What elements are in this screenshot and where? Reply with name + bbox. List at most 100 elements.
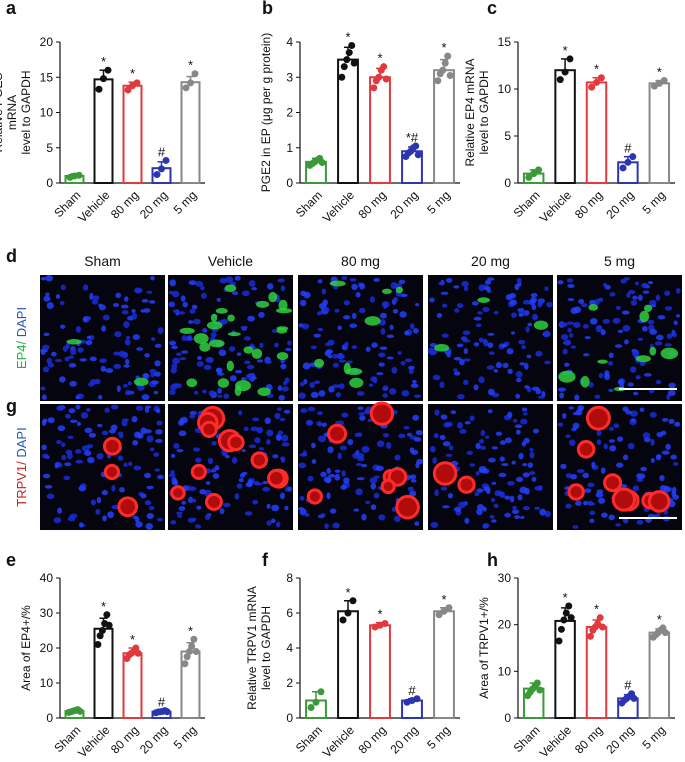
nucleus (127, 381, 132, 386)
ep4-signal (227, 332, 241, 337)
nucleus (124, 339, 131, 346)
nucleus (82, 316, 88, 323)
ep4-signal (395, 286, 404, 294)
trpv1-neuron (227, 433, 245, 452)
nucleus (629, 366, 637, 373)
nucleus (361, 445, 370, 453)
nucleus (42, 344, 50, 351)
nucleus (266, 503, 271, 509)
y-tick-label: 3 (286, 70, 293, 84)
nucleus (46, 357, 53, 364)
nucleus (632, 391, 639, 396)
nucleus (655, 379, 662, 385)
nucleus (650, 438, 655, 446)
nucleus (123, 383, 128, 388)
significance-mark: * (345, 585, 350, 600)
data-point (343, 56, 351, 64)
nucleus (649, 328, 658, 335)
ep4-signal (199, 342, 211, 352)
nucleus (247, 479, 254, 487)
nucleus (432, 374, 441, 381)
nucleus (631, 418, 636, 423)
nucleus (545, 510, 551, 518)
y-tick-label: 2 (286, 106, 293, 120)
nucleus (334, 469, 341, 473)
nucleus (169, 301, 175, 307)
nucleus (531, 386, 540, 391)
nucleus (668, 382, 676, 389)
nucleus (298, 462, 307, 469)
nucleus (484, 435, 490, 439)
nucleus (179, 357, 187, 361)
nucleus (203, 364, 212, 370)
nucleus (512, 505, 517, 510)
nucleus (310, 391, 319, 399)
nucleus (302, 362, 311, 370)
nucleus (657, 315, 666, 320)
nucleus (154, 360, 161, 367)
nucleus (414, 394, 422, 398)
micrograph (427, 275, 553, 401)
nucleus (43, 295, 51, 302)
nucleus (386, 334, 395, 339)
nucleus (630, 299, 638, 306)
nucleus (475, 442, 481, 450)
nucleus (171, 290, 180, 298)
nucleus (471, 301, 479, 306)
nucleus (196, 505, 202, 510)
nucleus (347, 439, 354, 446)
bar (122, 652, 143, 719)
nucleus (252, 417, 260, 422)
nucleus (523, 362, 529, 370)
nucleus (234, 275, 241, 281)
ep4-signal (251, 348, 263, 359)
nucleus (530, 296, 537, 303)
nucleus (283, 409, 291, 414)
nucleus (63, 475, 71, 481)
nucleus (439, 434, 446, 441)
nucleus (448, 445, 454, 451)
nucleus (332, 522, 340, 529)
ep4-signal (193, 333, 209, 345)
data-point (599, 623, 607, 631)
nucleus (518, 339, 526, 345)
nucleus (132, 439, 139, 446)
bar (648, 82, 671, 184)
nucleus (119, 487, 125, 493)
nucleus (614, 344, 623, 348)
nucleus (613, 423, 620, 429)
y-tick-label: 0 (286, 711, 293, 725)
nucleus (442, 505, 450, 509)
nucleus (276, 434, 282, 441)
nucleus (231, 456, 238, 464)
nucleus (484, 286, 491, 291)
nucleus (43, 332, 50, 337)
data-point (339, 616, 347, 624)
nucleus (69, 419, 78, 423)
nucleus (660, 430, 667, 436)
nucleus (146, 435, 154, 443)
nucleus (41, 394, 47, 400)
nucleus (70, 348, 77, 356)
nucleus (632, 350, 640, 358)
nucleus (367, 418, 373, 423)
nucleus (576, 469, 585, 474)
nucleus (637, 337, 644, 341)
nucleus (583, 353, 590, 357)
data-point (441, 59, 449, 67)
nucleus (673, 320, 678, 326)
nucleus (666, 393, 671, 401)
nucleus (487, 332, 495, 336)
nucleus (446, 277, 453, 283)
nucleus (642, 290, 650, 294)
x-tick-label: Vehicle (75, 723, 112, 760)
y-tick-label: 0 (504, 176, 511, 190)
data-point (565, 602, 573, 610)
nucleus (355, 462, 363, 466)
nucleus (566, 321, 574, 325)
nucleus (521, 344, 526, 350)
significance-mark: * (563, 43, 568, 58)
nucleus (436, 313, 443, 318)
nucleus (62, 345, 68, 352)
nucleus (104, 407, 110, 413)
